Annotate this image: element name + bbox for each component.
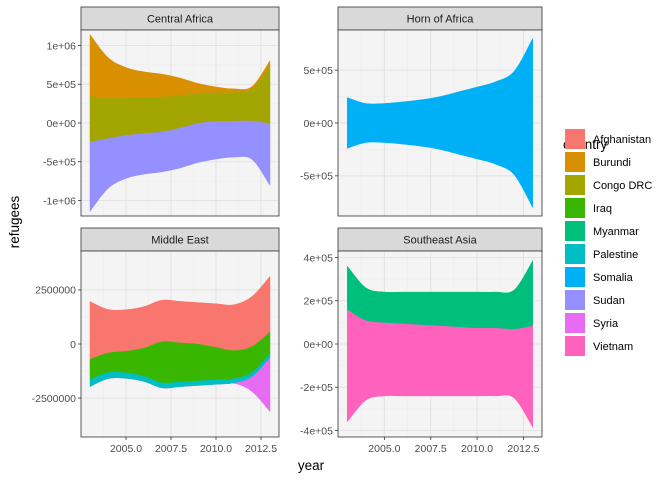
facet-central-africa-stream-burundi xyxy=(89,33,271,99)
facet-southeast-asia: Southeast Asia -4e+05 -2e+05 0e+00 2e+05 4e+0… xyxy=(300,227,543,455)
facet-middle-east-y-tick-label: 2500000 xyxy=(35,285,76,297)
x-axis-title: year xyxy=(298,458,325,473)
facet-middle-east-x-tick-label: 2012.5 xyxy=(245,443,277,455)
facet-middle-east-x-tick-label: 2010.0 xyxy=(200,443,232,455)
legend-label-afghanistan: Afghanistan xyxy=(593,134,651,146)
facet-southeast-asia-x-tick-label: 2005.0 xyxy=(368,443,400,455)
legend-label-myanmar: Myanmar xyxy=(593,226,639,238)
facet-middle-east-x-tick-label: 2007.5 xyxy=(155,443,187,455)
facet-southeast-asia-x-tick-label: 2012.5 xyxy=(507,443,539,455)
legend-key-iraq xyxy=(565,198,585,218)
legend-key-palestine xyxy=(565,244,585,264)
legend-label-iraq: Iraq xyxy=(593,203,612,215)
facet-central-africa-y-tick-label: 1e+06 xyxy=(47,40,77,52)
legend-key-syria xyxy=(565,313,585,333)
facet-southeast-asia-y-tick-label: 0e+00 xyxy=(304,339,334,351)
facet-horn-of-africa-y-tick-label: 5e+05 xyxy=(304,65,334,77)
facet-central-africa: Central Africa -1e+06 -5e+05 0e+00 5e+05 1e+0… xyxy=(43,6,280,217)
facet-middle-east: Middle East -2500000 0 2500000 2005.0 2007.5 2… xyxy=(32,227,280,455)
facet-southeast-asia-strip-label: Southeast Asia xyxy=(403,235,477,247)
legend-label-somalia: Somalia xyxy=(593,272,634,284)
facet-middle-east-y-tick-label: 0 xyxy=(70,339,76,351)
legend-label-sudan: Sudan xyxy=(593,295,625,307)
facet-central-africa-y-tick-label: -1e+06 xyxy=(43,195,76,207)
legend-key-somalia xyxy=(565,267,585,287)
facet-southeast-asia-y-tick-label: 2e+05 xyxy=(304,296,334,308)
legend-key-vietnam xyxy=(565,336,585,356)
facet-horn-of-africa-stream-somalia xyxy=(347,37,533,209)
facet-central-africa-y-tick-label: 5e+05 xyxy=(47,79,77,91)
facet-southeast-asia-y-tick-label: -2e+05 xyxy=(300,382,333,394)
legend-label-congo-drc: Congo DRC xyxy=(593,180,652,192)
facet-horn-of-africa-strip-label: Horn of Africa xyxy=(407,14,475,26)
facet-horn-of-africa-y-tick-label: 0e+00 xyxy=(304,118,334,130)
facet-middle-east-strip-label: Middle East xyxy=(151,235,208,247)
legend-key-sudan xyxy=(565,290,585,310)
facet-horn-of-africa-y-tick-label: -5e+05 xyxy=(300,171,333,183)
y-axis-title: refugees xyxy=(7,195,22,248)
facet-middle-east-y-tick-label: -2500000 xyxy=(32,393,77,405)
facet-southeast-asia-x-tick-label: 2007.5 xyxy=(415,443,447,455)
legend-label-syria: Syria xyxy=(593,318,619,330)
legend-label-palestine: Palestine xyxy=(593,249,638,261)
facet-southeast-asia-y-tick-label: 4e+05 xyxy=(304,252,334,264)
facet-southeast-asia-y-tick-label: -4e+05 xyxy=(300,425,333,437)
facet-central-africa-strip-label: Central Africa xyxy=(147,14,214,26)
legend-key-congo-drc xyxy=(565,175,585,195)
facet-southeast-asia-x-tick-label: 2010.0 xyxy=(461,443,493,455)
legend-key-afghanistan xyxy=(565,129,585,149)
facet-middle-east-x-tick-label: 2005.0 xyxy=(110,443,142,455)
legend-label-burundi: Burundi xyxy=(593,157,631,169)
legend-label-vietnam: Vietnam xyxy=(593,341,633,353)
facet-horn-of-africa: Horn of Africa -5e+05 0e+00 5e+05 xyxy=(300,6,543,217)
legend-key-burundi xyxy=(565,152,585,172)
facet-middle-east-stream-afghanistan xyxy=(89,275,271,360)
facet-southeast-asia-stream-myanmar xyxy=(347,259,533,330)
facet-central-africa-y-tick-label: -5e+05 xyxy=(43,157,76,169)
legend-key-myanmar xyxy=(565,221,585,241)
facet-central-africa-y-tick-label: 0e+00 xyxy=(47,118,77,130)
